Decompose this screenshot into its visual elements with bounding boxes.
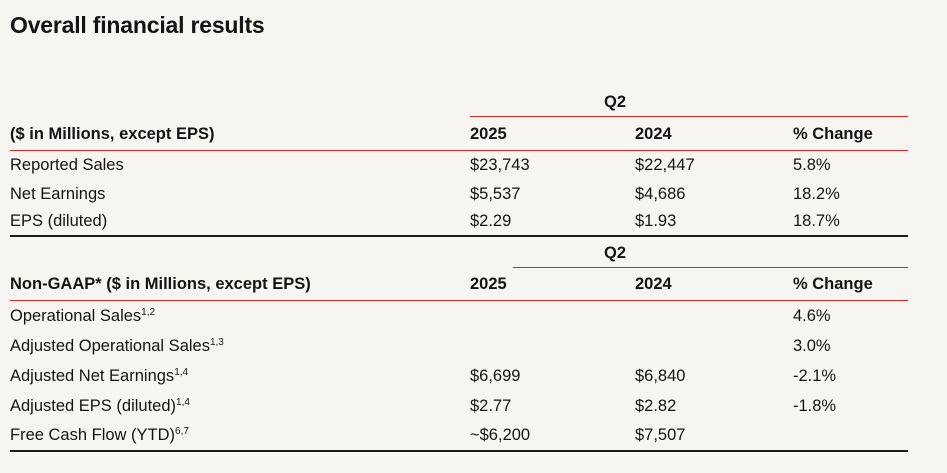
value-change: -2.1% xyxy=(793,366,837,385)
row-label: Reported Sales xyxy=(10,155,124,174)
table-row-adjusted-eps-diluted: Adjusted EPS (diluted)1,4 $2.77 $2.82 -1… xyxy=(10,391,908,421)
value-2024: $7,507 xyxy=(635,425,686,444)
value-2024: $6,840 xyxy=(635,366,686,385)
gaap-header-row: ($ in Millions, except EPS) 2025 2024 % … xyxy=(10,117,908,151)
spacer-cell xyxy=(10,237,470,268)
spacer-cell xyxy=(10,85,470,117)
row-label: EPS (diluted) xyxy=(10,212,108,231)
financial-results-table: Q2 ($ in Millions, except EPS) 2025 2024… xyxy=(10,85,908,452)
quarter-underline: Q2 xyxy=(513,237,908,269)
value-2025: $5,537 xyxy=(470,184,521,203)
value-change: 3.0% xyxy=(793,336,831,355)
value-2025: $6,699 xyxy=(470,366,521,385)
table-row-adjusted-net-earnings: Adjusted Net Earnings1,4 $6,699 $6,840 -… xyxy=(10,361,908,391)
column-header-units: ($ in Millions, except EPS) xyxy=(10,125,215,143)
footnote-marker: 1,4 xyxy=(174,366,189,378)
row-label: Adjusted EPS (diluted)1,4 xyxy=(10,396,190,415)
row-label: Adjusted Operational Sales1,3 xyxy=(10,336,224,355)
quarter-spanner-row: Q2 xyxy=(10,85,908,117)
row-label: Net Earnings xyxy=(10,184,106,203)
column-header-change: % Change xyxy=(793,275,873,294)
column-header-units: Non-GAAP* ($ in Millions, except EPS) xyxy=(10,275,311,294)
column-header-2024: 2024 xyxy=(635,275,672,294)
value-change: 5.8% xyxy=(793,155,831,174)
value-2024: $2.82 xyxy=(635,396,677,415)
table-row-reported-sales: Reported Sales $23,743 $22,447 5.8% xyxy=(10,151,908,180)
column-header-2025: 2025 xyxy=(470,125,507,143)
non-gaap-section: Q2 Non-GAAP* ($ in Millions, except EPS)… xyxy=(10,237,908,452)
table-row-net-earnings: Net Earnings $5,537 $4,686 18.2% xyxy=(10,180,908,209)
value-change: 18.2% xyxy=(793,184,840,203)
quarter-header: Q2 xyxy=(603,244,626,263)
column-header-2024: 2024 xyxy=(635,125,672,143)
value-change: -1.8% xyxy=(793,396,837,415)
footnote-marker: 1,3 xyxy=(209,336,224,348)
column-header-change: % Change xyxy=(793,125,873,143)
table-row-operational-sales: Operational Sales1,2 4.6% xyxy=(10,301,908,331)
row-label: Adjusted Net Earnings1,4 xyxy=(10,366,189,385)
quarter-spanner-row: Q2 xyxy=(10,237,908,269)
footnote-marker: 6,7 xyxy=(175,425,189,437)
row-label: Operational Sales1,2 xyxy=(10,306,156,325)
quarter-underline: Q2 xyxy=(470,85,908,117)
table-row-free-cash-flow: Free Cash Flow (YTD)6,7 ~$6,200 $7,507 xyxy=(10,421,908,452)
column-header-2025: 2025 xyxy=(470,275,507,294)
value-2025: $2.29 xyxy=(470,212,512,231)
value-change: 4.6% xyxy=(793,306,831,325)
value-2025: ~$6,200 xyxy=(470,425,531,444)
non-gaap-header-row: Non-GAAP* ($ in Millions, except EPS) 20… xyxy=(10,268,908,302)
table-row-adjusted-operational-sales: Adjusted Operational Sales1,3 3.0% xyxy=(10,331,908,361)
value-2025: $2.77 xyxy=(470,396,512,415)
quarter-header: Q2 xyxy=(603,93,626,111)
table-row-eps-diluted: EPS (diluted) $2.29 $1.93 18.7% xyxy=(10,208,908,238)
value-change: 18.7% xyxy=(793,212,840,231)
gaap-section: Q2 ($ in Millions, except EPS) 2025 2024… xyxy=(10,85,908,238)
value-2024: $4,686 xyxy=(635,184,686,203)
value-2025: $23,743 xyxy=(470,155,530,174)
value-2024: $22,447 xyxy=(635,155,695,174)
footnote-marker: 1,4 xyxy=(176,396,190,408)
footnote-marker: 1,2 xyxy=(141,306,156,318)
page-title: Overall financial results xyxy=(10,12,265,38)
value-2024: $1.93 xyxy=(635,212,677,231)
row-label: Free Cash Flow (YTD)6,7 xyxy=(10,425,189,444)
